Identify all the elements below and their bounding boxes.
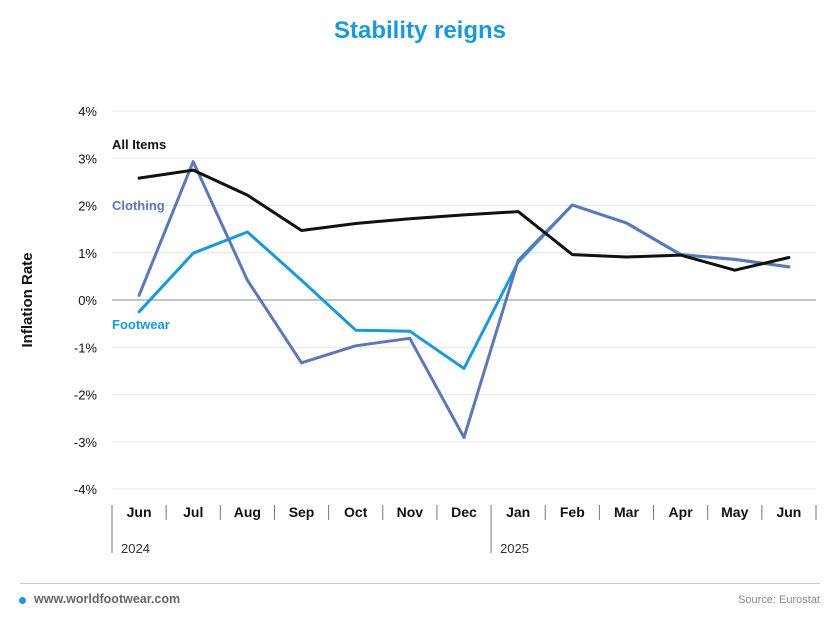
x-tick-label: Jun: [776, 504, 801, 520]
data-point: [787, 256, 790, 259]
x-tick-label: Sep: [289, 504, 315, 520]
data-point: [138, 310, 141, 313]
series-line-all-items: [137, 168, 791, 272]
x-tick-label: Jul: [183, 504, 203, 520]
y-tick-labels: 4% 3% 2% 1% 0% -1% -2% -3% -4%: [74, 104, 98, 497]
series-label-all-items: All Items: [112, 137, 166, 152]
data-point: [408, 330, 411, 333]
data-point: [246, 194, 249, 197]
x-tick-label: Oct: [344, 504, 368, 520]
year-label: 2024: [121, 541, 150, 556]
y-axis-label: Inflation Rate: [19, 252, 36, 347]
x-tick-label: Dec: [451, 504, 477, 520]
x-tick-label: Aug: [234, 504, 261, 520]
x-tick-label: Apr: [669, 504, 694, 520]
bullet-dot-icon: [19, 597, 26, 604]
data-point: [517, 259, 520, 262]
footer-website-link[interactable]: www.worldfootwear.com: [34, 592, 181, 606]
data-point: [246, 230, 249, 233]
y-tick-label: 1%: [78, 246, 97, 261]
series-label-clothing: Clothing: [112, 198, 165, 213]
series-lines: [137, 160, 791, 439]
data-point: [246, 279, 249, 282]
y-tick-label: 3%: [78, 151, 97, 166]
data-point: [733, 258, 736, 261]
data-point: [354, 222, 357, 225]
y-tick-label: -2%: [74, 388, 98, 403]
data-point: [138, 177, 141, 180]
y-tick-label: -1%: [74, 340, 98, 355]
data-point: [192, 160, 195, 163]
data-point: [571, 253, 574, 256]
y-tick-label: 2%: [78, 199, 97, 214]
x-tick-label: Feb: [560, 504, 585, 520]
grid-lines: [112, 110, 816, 490]
data-point: [679, 254, 682, 257]
y-tick-label: 0%: [78, 293, 97, 308]
data-point: [463, 436, 466, 439]
footer-source: Source: Eurostat: [738, 594, 820, 606]
x-tick-label: Jan: [506, 504, 530, 520]
data-point: [463, 213, 466, 216]
x-tick-label: Jun: [127, 504, 152, 520]
data-point: [300, 361, 303, 364]
data-point: [408, 217, 411, 220]
y-tick-label: -3%: [74, 435, 98, 450]
series-labels: All Items Clothing Footwear: [112, 137, 170, 332]
data-point: [463, 367, 466, 370]
data-point: [625, 256, 628, 259]
series-label-footwear: Footwear: [112, 317, 170, 332]
data-point: [138, 294, 141, 297]
y-tick-label: -4%: [74, 482, 98, 497]
x-tick-label: Mar: [614, 504, 639, 520]
series-line-footwear: [137, 203, 791, 370]
y-tick-label: 4%: [78, 104, 97, 119]
data-point: [733, 269, 736, 272]
data-point: [300, 229, 303, 232]
data-point: [625, 221, 628, 224]
data-point: [354, 329, 357, 332]
data-point: [354, 344, 357, 347]
x-tick-label: Nov: [397, 504, 424, 520]
data-point: [408, 337, 411, 340]
data-point: [192, 252, 195, 255]
data-point: [300, 279, 303, 282]
year-label: 2025: [500, 541, 529, 556]
x-axis: Jun Jul Aug Sep Oct Nov Dec Jan Feb Mar Apr May Jun 2…: [111, 504, 817, 556]
chart-title: Stability reigns: [334, 17, 506, 44]
data-point: [192, 169, 195, 172]
footer-divider: [20, 583, 820, 584]
data-point: [517, 210, 520, 213]
data-point: [787, 265, 790, 268]
data-point: [571, 204, 574, 207]
x-tick-label: May: [721, 504, 748, 520]
